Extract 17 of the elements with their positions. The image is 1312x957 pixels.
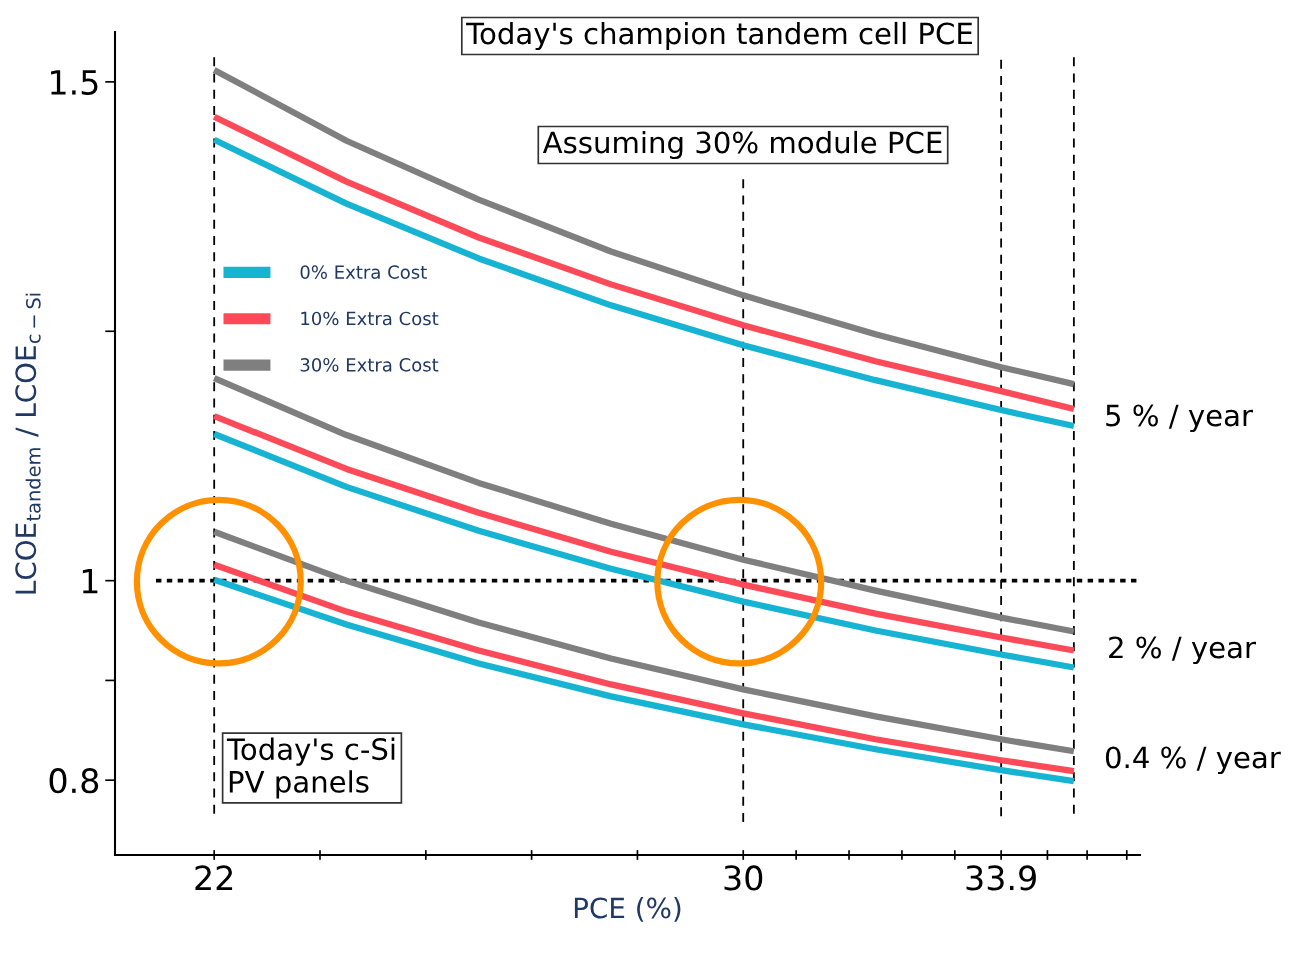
x-axis-title: PCE (%) <box>574 897 681 922</box>
annotation: 5 % / year <box>1106 404 1253 433</box>
ref-line-label: Today's c-Si PV panels <box>226 737 395 799</box>
x-tick-label: 22 <box>195 865 233 891</box>
ref-line-label: Today's champion tandem cell PCE <box>466 21 972 51</box>
ref-line-label: Assuming 30% module PCE <box>542 130 942 160</box>
annotation: 2 % / year <box>1109 636 1256 665</box>
legend-label: 10% Extra Cost <box>301 311 439 326</box>
legend-label: 0% Extra Cost <box>300 265 427 279</box>
x-tick-label: 30 <box>724 865 763 891</box>
x-tick-label: 33.9 <box>966 865 1036 891</box>
y-tick-label: 1 <box>82 569 98 594</box>
legend-label: 30% Extra Cost <box>300 357 439 372</box>
y-tick-label: 1.5 <box>51 70 98 96</box>
y-axis-title: LCOE$_{tandem}$ / LCOE$_{c−Si}$ <box>15 293 41 594</box>
annotation: 0.4 % / year <box>1105 746 1281 775</box>
y-tick-label: 0.8 <box>49 768 99 794</box>
